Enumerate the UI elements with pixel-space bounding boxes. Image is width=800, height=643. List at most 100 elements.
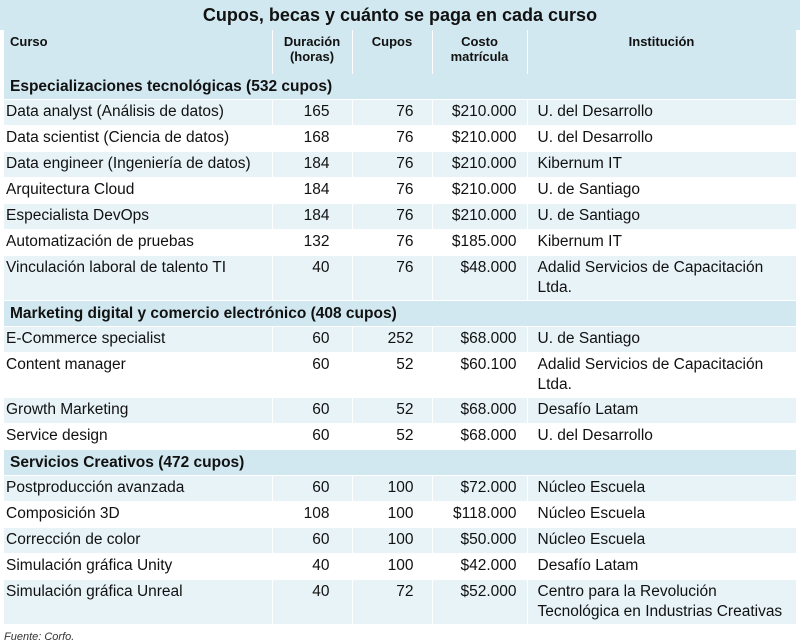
header-cupos: Cupos: [352, 30, 433, 74]
cell-curso: Content manager: [4, 352, 273, 398]
cell-costo: $50.000: [432, 527, 528, 554]
cell-cupos: 76: [352, 151, 433, 178]
cell-curso: Growth Marketing: [4, 397, 273, 424]
cell-costo: $60.100: [432, 352, 528, 398]
cell-curso: Data scientist (Ciencia de datos): [4, 125, 273, 152]
table-row: Simulación gráfica Unity 40 100 $42.000 Desa…: [4, 553, 797, 580]
cell-institucion: Desafío Latam: [527, 553, 797, 580]
header-costo-line1: Costo: [461, 34, 498, 49]
section-title: Especializaciones tecnológicas (532 cupo…: [4, 74, 797, 100]
cell-institucion: Adalid Servicios de Capacitación Ltda.: [527, 255, 797, 301]
cell-duracion: 165: [272, 99, 353, 126]
cell-institucion: Núcleo Escuela: [527, 527, 797, 554]
cell-cupos: 52: [352, 397, 433, 424]
cell-duracion: 60: [272, 397, 353, 424]
cell-institucion: U. de Santiago: [527, 203, 797, 230]
cell-cupos: 52: [352, 423, 433, 450]
section-row: Marketing digital y comercio electrónico…: [4, 300, 797, 327]
source-note: Fuente: Corfo.: [4, 631, 75, 643]
cell-costo: $185.000: [432, 229, 528, 256]
cell-institucion: Kibernum IT: [527, 229, 797, 256]
table-row: Service design 60 52 $68.000 U. del Desarrol…: [4, 423, 797, 450]
table-row: Content manager 60 52 $60.100 Adalid Servici…: [4, 352, 797, 398]
cell-duracion: 60: [272, 423, 353, 450]
table-row: Data engineer (Ingeniería de datos) 184 76…: [4, 151, 797, 178]
cell-curso: E-Commerce specialist: [4, 326, 273, 353]
cell-curso: Data analyst (Análisis de datos): [4, 99, 273, 126]
cell-institucion: U. de Santiago: [527, 177, 797, 204]
cell-curso: Automatización de pruebas: [4, 229, 273, 256]
cell-cupos: 52: [352, 352, 433, 398]
header-duracion: Duración (horas): [272, 30, 353, 74]
cell-costo: $210.000: [432, 99, 528, 126]
cell-institucion: Núcleo Escuela: [527, 475, 797, 502]
section-title: Servicios Creativos (472 cupos): [4, 449, 797, 476]
cell-institucion: Desafío Latam: [527, 397, 797, 424]
courses-table: Curso Duración (horas) Cupos Costo matrí…: [4, 30, 797, 625]
cell-duracion: 40: [272, 579, 353, 625]
header-costo: Costo matrícula: [432, 30, 528, 74]
cell-costo: $68.000: [432, 423, 528, 450]
table-row: Data scientist (Ciencia de datos) 168 76 $2…: [4, 125, 797, 152]
cell-institucion: U. del Desarrollo: [527, 423, 797, 450]
table-row: Simulación gráfica Unreal 40 72 $52.000 Cent…: [4, 579, 797, 625]
cell-cupos: 100: [352, 527, 433, 554]
table-row: Growth Marketing 60 52 $68.000 Desafío Latam: [4, 397, 797, 424]
section-title: Marketing digital y comercio electrónico…: [4, 300, 797, 327]
cell-duracion: 168: [272, 125, 353, 152]
cell-institucion: U. del Desarrollo: [527, 99, 797, 126]
cell-curso: Simulación gráfica Unity: [4, 553, 273, 580]
cell-curso: Postproducción avanzada: [4, 475, 273, 502]
cell-institucion: U. del Desarrollo: [527, 125, 797, 152]
cell-duracion: 60: [272, 326, 353, 353]
header-institucion: Institución: [527, 30, 797, 74]
cell-curso: Vinculación laboral de talento TI: [4, 255, 273, 301]
cell-duracion: 184: [272, 151, 353, 178]
cell-costo: $52.000: [432, 579, 528, 625]
cell-cupos: 76: [352, 99, 433, 126]
cell-costo: $68.000: [432, 397, 528, 424]
cell-duracion: 184: [272, 177, 353, 204]
cell-institucion: Núcleo Escuela: [527, 501, 797, 528]
cell-cupos: 76: [352, 203, 433, 230]
cell-costo: $68.000: [432, 326, 528, 353]
cell-institucion: U. de Santiago: [527, 326, 797, 353]
cell-curso: Especialista DevOps: [4, 203, 273, 230]
cell-curso: Simulación gráfica Unreal: [4, 579, 273, 625]
header-duracion-line1: Duración: [283, 34, 341, 49]
cell-costo: $210.000: [432, 151, 528, 178]
cell-curso: Corrección de color: [4, 527, 273, 554]
cell-curso: Arquitectura Cloud: [4, 177, 273, 204]
table-row: Postproducción avanzada 60 100 $72.000 Núcle…: [4, 475, 797, 502]
cell-duracion: 108: [272, 501, 353, 528]
header-duracion-line2: (horas): [289, 49, 335, 64]
cell-costo: $210.000: [432, 177, 528, 204]
cell-costo: $42.000: [432, 553, 528, 580]
cell-duracion: 184: [272, 203, 353, 230]
table-row: Automatización de pruebas 132 76 $185.000 Ki…: [4, 229, 797, 256]
table-row: Corrección de color 60 100 $50.000 Núcleo Es…: [4, 527, 797, 554]
cell-cupos: 252: [352, 326, 433, 353]
cell-cupos: 76: [352, 125, 433, 152]
cell-duracion: 132: [272, 229, 353, 256]
table-title: Cupos, becas y cuánto se paga en cada cu…: [0, 0, 800, 30]
table-row: Arquitectura Cloud 184 76 $210.000 U. de San…: [4, 177, 797, 204]
header-row: Curso Duración (horas) Cupos Costo matrí…: [4, 30, 797, 74]
cell-cupos: 100: [352, 553, 433, 580]
table-body: Especializaciones tecnológicas (532 cupo…: [4, 74, 797, 625]
cell-cupos: 76: [352, 255, 433, 301]
section-row: Servicios Creativos (472 cupos): [4, 449, 797, 476]
table-row: Vinculación laboral de talento TI 40 76 $48…: [4, 255, 797, 301]
cell-cupos: 100: [352, 475, 433, 502]
cell-costo: $210.000: [432, 203, 528, 230]
header-curso: Curso: [4, 30, 273, 74]
cell-curso: Composición 3D: [4, 501, 273, 528]
cell-curso: Data engineer (Ingeniería de datos): [4, 151, 273, 178]
cell-duracion: 60: [272, 352, 353, 398]
cell-institucion: Kibernum IT: [527, 151, 797, 178]
header-costo-line2: matrícula: [450, 49, 509, 64]
table-row: E-Commerce specialist 60 252 $68.000 U. de S…: [4, 326, 797, 353]
cell-costo: $118.000: [432, 501, 528, 528]
cell-institucion: Adalid Servicios de Capacitación Ltda.: [527, 352, 797, 398]
cell-institucion: Centro para la Revolución Tecnológica en…: [527, 579, 797, 625]
